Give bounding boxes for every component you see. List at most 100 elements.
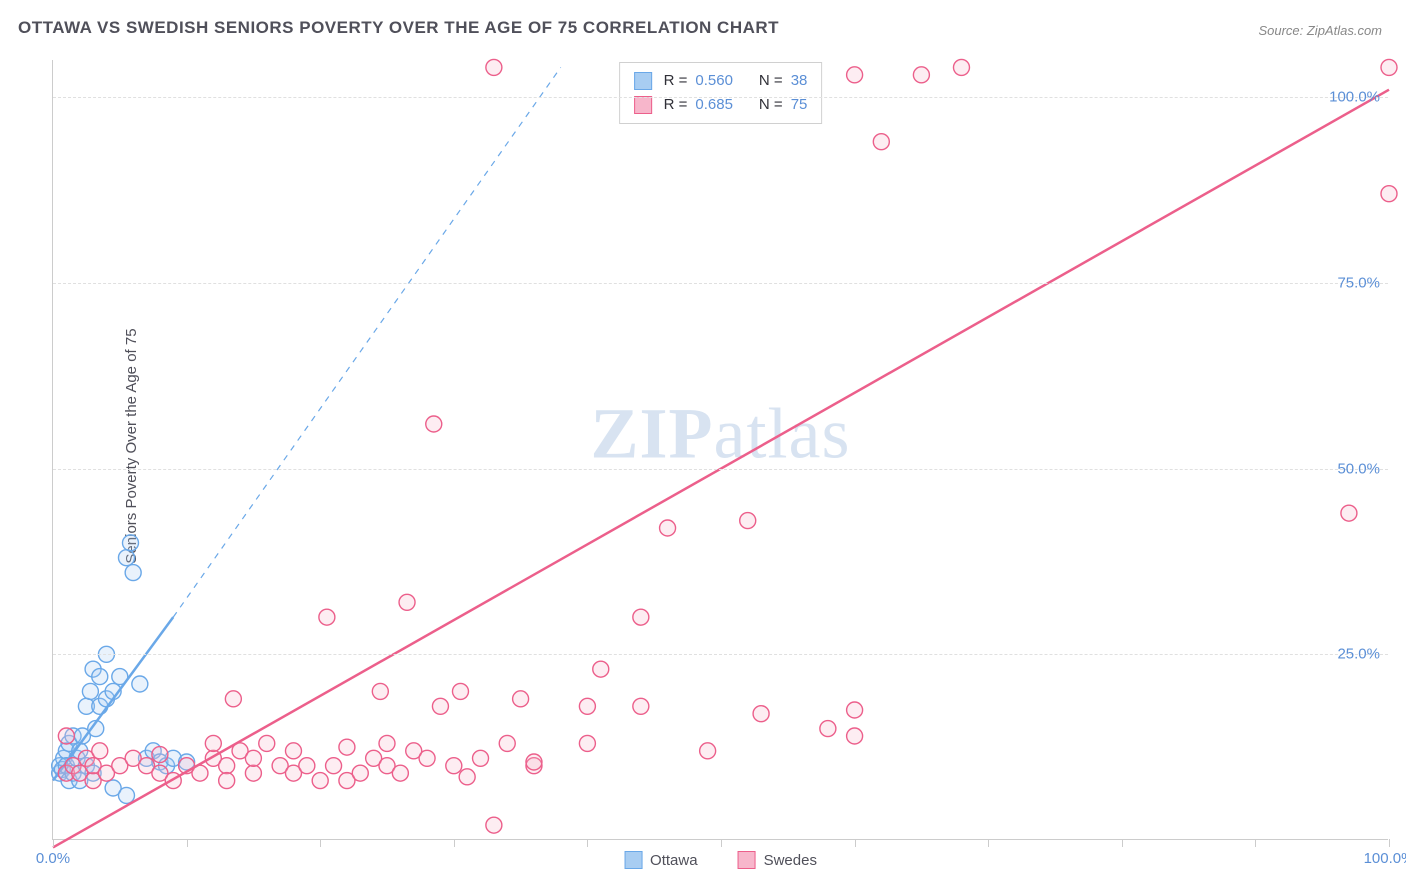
data-point [132,676,148,692]
data-point [700,743,716,759]
chart-plot-area: ZIPatlas R = 0.560 N = 38 R = 0.685 N = … [52,60,1388,840]
data-point [633,698,649,714]
data-point [58,728,74,744]
legend-item-ottawa: Ottawa [624,851,698,869]
data-point [579,735,595,751]
data-point [122,535,138,551]
xtick [587,839,588,847]
data-point [219,758,235,774]
data-point [753,706,769,722]
swatch-ottawa [624,851,642,869]
scatter-svg [53,60,1388,839]
chart-title: OTTAWA VS SWEDISH SENIORS POVERTY OVER T… [18,18,779,38]
data-point [847,67,863,83]
legend-row-ottawa: R = 0.560 N = 38 [634,69,808,93]
data-point [152,747,168,763]
data-point [473,750,489,766]
xtick [988,839,989,847]
xtick [187,839,188,847]
data-point [245,750,261,766]
data-point [593,661,609,677]
xtick-label: 100.0% [1364,850,1406,867]
data-point [392,765,408,781]
gridline-h [53,97,1388,98]
xtick [320,839,321,847]
data-point [432,698,448,714]
data-point [499,735,515,751]
data-point [419,750,435,766]
data-point [446,758,462,774]
data-point [285,743,301,759]
data-point [299,758,315,774]
ytick-label: 50.0% [1337,460,1380,477]
data-point [1381,59,1397,75]
data-point [1341,505,1357,521]
legend-label-ottawa: Ottawa [650,852,698,869]
series-legend: Ottawa Swedes [624,851,817,869]
data-point [452,683,468,699]
regression-line-extrapolated [173,67,560,617]
n-label: N = [759,69,783,93]
legend-item-swedes: Swedes [738,851,817,869]
ytick-label: 75.0% [1337,274,1380,291]
data-point [205,735,221,751]
n-value-ottawa: 38 [791,69,808,93]
xtick [53,839,54,847]
source-label: Source: ZipAtlas.com [1258,23,1382,38]
gridline-h [53,654,1388,655]
data-point [486,817,502,833]
swatch-swedes [634,96,652,114]
data-point [82,683,98,699]
xtick [721,839,722,847]
legend-label-swedes: Swedes [764,852,817,869]
xtick [855,839,856,847]
data-point [953,59,969,75]
data-point [225,691,241,707]
data-point [92,669,108,685]
data-point [740,513,756,529]
swatch-ottawa [634,72,652,90]
r-label: R = [664,69,688,93]
data-point [379,735,395,751]
data-point [426,416,442,432]
data-point [339,739,355,755]
data-point [92,743,108,759]
data-point [372,683,388,699]
data-point [873,134,889,150]
data-point [913,67,929,83]
data-point [579,698,595,714]
data-point [399,594,415,610]
data-point [118,550,134,566]
r-value-ottawa: 0.560 [695,69,733,93]
xtick [1122,839,1123,847]
data-point [259,735,275,751]
gridline-h [53,283,1388,284]
data-point [118,787,134,803]
data-point [319,609,335,625]
data-point [352,765,368,781]
data-point [847,702,863,718]
data-point [513,691,529,707]
gridline-h [53,469,1388,470]
data-point [125,565,141,581]
data-point [245,765,261,781]
xtick [1389,839,1390,847]
ytick-label: 100.0% [1329,89,1380,106]
data-point [219,773,235,789]
correlation-legend: R = 0.560 N = 38 R = 0.685 N = 75 [619,62,823,124]
xtick [454,839,455,847]
ytick-label: 25.0% [1337,646,1380,663]
data-point [459,769,475,785]
data-point [820,721,836,737]
data-point [847,728,863,744]
data-point [660,520,676,536]
data-point [1381,186,1397,202]
data-point [526,754,542,770]
data-point [486,59,502,75]
xtick [1255,839,1256,847]
data-point [312,773,328,789]
swatch-swedes [738,851,756,869]
data-point [326,758,342,774]
data-point [633,609,649,625]
xtick-label: 0.0% [36,850,70,867]
